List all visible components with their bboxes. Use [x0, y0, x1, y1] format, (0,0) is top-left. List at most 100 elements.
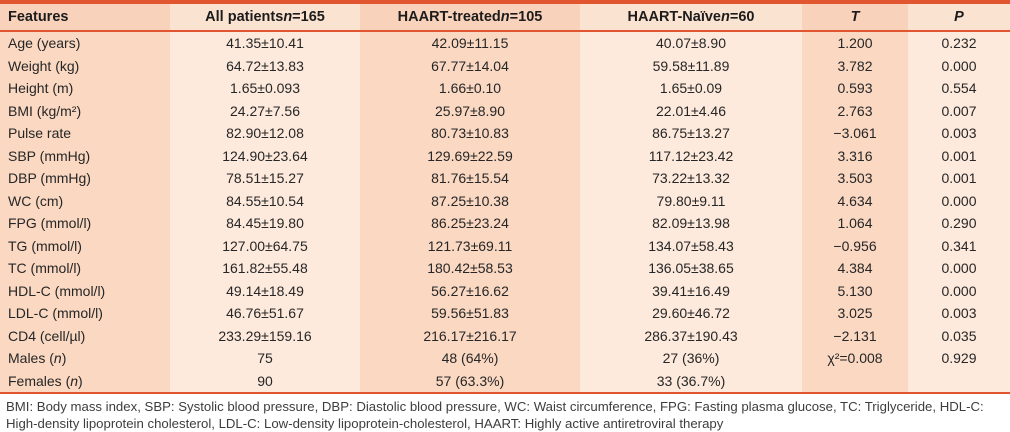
column-header-count: =165 — [292, 9, 325, 25]
cell-all-patients: 90 — [170, 369, 360, 392]
cell-feature: Pulse rate — [0, 122, 170, 145]
cell-all-patients: 46.76±51.67 — [170, 302, 360, 325]
cell-all-patients: 41.35±10.41 — [170, 32, 360, 55]
cell-all-patients: 49.14±18.49 — [170, 279, 360, 302]
table-row: WC (cm) 84.55±10.54 87.25±10.38 79.80±9.11 4… — [0, 189, 1010, 212]
cell-haart-naive: 136.05±38.65 — [580, 257, 802, 280]
cell-all-patients: 64.72±13.83 — [170, 54, 360, 77]
table-row: SBP (mmHg) 124.90±23.64 129.69±22.59 117.12… — [0, 144, 1010, 167]
cell-t-value: −2.131 — [802, 324, 908, 347]
cell-t-value: 1.200 — [802, 32, 908, 55]
column-header-count: =60 — [729, 9, 755, 25]
cell-haart-treated: 86.25±23.24 — [360, 212, 580, 235]
column-header-haart-treated: HAART-treated n =105 — [360, 4, 580, 30]
cell-all-patients: 124.90±23.64 — [170, 144, 360, 167]
cell-feature: TC (mmol/l) — [0, 257, 170, 280]
cell-haart-treated: 81.76±15.54 — [360, 167, 580, 190]
cell-feature: Males (n) — [0, 347, 170, 370]
table-body: Age (years) 41.35±10.41 42.09±11.15 40.07±8… — [0, 32, 1010, 392]
cell-haart-treated: 87.25±10.38 — [360, 189, 580, 212]
cell-t-value — [802, 369, 908, 392]
top-rule — [0, 0, 1010, 4]
table-row: Pulse rate 82.90±12.08 80.73±10.83 86.75±13… — [0, 122, 1010, 145]
cell-t-value: 3.025 — [802, 302, 908, 325]
cell-p-value: 0.232 — [908, 32, 1010, 55]
cell-p-value: 0.554 — [908, 77, 1010, 100]
column-header-t-statistic: T — [802, 4, 908, 30]
cell-feature: LDL-C (mmol/l) — [0, 302, 170, 325]
cell-all-patients: 78.51±15.27 — [170, 167, 360, 190]
table-footnote: BMI: Body mass index, SBP: Systolic bloo… — [6, 399, 984, 431]
cell-all-patients: 1.65±0.093 — [170, 77, 360, 100]
cell-p-value: 0.003 — [908, 302, 1010, 325]
cell-t-value: −3.061 — [802, 122, 908, 145]
cell-feature: Weight (kg) — [0, 54, 170, 77]
cell-haart-treated: 67.77±14.04 — [360, 54, 580, 77]
cell-t-value: −0.956 — [802, 234, 908, 257]
cell-feature: BMI (kg/m²) — [0, 99, 170, 122]
cell-t-value: 5.130 — [802, 279, 908, 302]
table-row: DBP (mmHg) 78.51±15.27 81.76±15.54 73.22±13… — [0, 167, 1010, 190]
cell-haart-treated: 57 (63.3%) — [360, 369, 580, 392]
cell-t-value: 0.593 — [802, 77, 908, 100]
cell-haart-treated: 42.09±11.15 — [360, 32, 580, 55]
cell-t-value: 4.634 — [802, 189, 908, 212]
cell-feature: Females (n) — [0, 369, 170, 392]
column-header-haart-naive: HAART-Naïve n =60 — [580, 4, 802, 30]
bottom-rule — [0, 392, 1010, 394]
cell-all-patients: 161.82±55.48 — [170, 257, 360, 280]
cell-all-patients: 24.27±7.56 — [170, 99, 360, 122]
cell-feature: FPG (mmol/l) — [0, 212, 170, 235]
cell-t-value: 1.064 — [802, 212, 908, 235]
cell-t-value: 2.763 — [802, 99, 908, 122]
column-header-n-italic: n — [721, 9, 730, 25]
cell-feature: HDL-C (mmol/l) — [0, 279, 170, 302]
cell-haart-treated: 25.97±8.90 — [360, 99, 580, 122]
cell-feature: SBP (mmHg) — [0, 144, 170, 167]
cell-t-value: 3.316 — [802, 144, 908, 167]
table-row: Height (m) 1.65±0.093 1.66±0.10 1.65±0.09 0.… — [0, 77, 1010, 100]
cell-haart-naive: 117.12±23.42 — [580, 144, 802, 167]
cell-haart-naive: 40.07±8.90 — [580, 32, 802, 55]
cell-haart-naive: 286.37±190.43 — [580, 324, 802, 347]
cell-p-value: 0.003 — [908, 122, 1010, 145]
table-row: LDL-C (mmol/l) 46.76±51.67 59.56±51.83 29.6… — [0, 302, 1010, 325]
column-header-n-italic: n — [283, 9, 293, 25]
cell-haart-treated: 80.73±10.83 — [360, 122, 580, 145]
column-header-count: =105 — [509, 9, 543, 25]
cell-feature: CD4 (cell/µl) — [0, 324, 170, 347]
cell-all-patients: 75 — [170, 347, 360, 370]
column-header-text: All patients — [205, 9, 284, 25]
cell-haart-treated: 180.42±58.53 — [360, 257, 580, 280]
cell-p-value — [908, 369, 1010, 392]
table-row: HDL-C (mmol/l) 49.14±18.49 56.27±16.62 39.4… — [0, 279, 1010, 302]
cell-haart-naive: 134.07±58.43 — [580, 234, 802, 257]
cell-haart-naive: 79.80±9.11 — [580, 189, 802, 212]
cell-haart-naive: 86.75±13.27 — [580, 122, 802, 145]
cell-haart-naive: 1.65±0.09 — [580, 77, 802, 100]
table-row: Males (n) 75 48 (64%) 27 (36%) χ²=0.008 0.929 — [0, 347, 1010, 370]
table-header-row: Features All patients n =165 HAART-treate… — [0, 4, 1010, 30]
cell-haart-naive: 59.58±11.89 — [580, 54, 802, 77]
cell-haart-naive: 27 (36%) — [580, 347, 802, 370]
cell-p-value: 0.001 — [908, 144, 1010, 167]
table-row: BMI (kg/m²) 24.27±7.56 25.97±8.90 22.01±4.4… — [0, 99, 1010, 122]
cell-feature: Age (years) — [0, 32, 170, 55]
column-header-p-value: P — [908, 4, 1010, 30]
cell-p-value: 0.000 — [908, 189, 1010, 212]
table-row: TC (mmol/l) 161.82±55.48 180.42±58.53 136.0… — [0, 257, 1010, 280]
cell-haart-treated: 56.27±16.62 — [360, 279, 580, 302]
cell-t-value: 3.503 — [802, 167, 908, 190]
cell-p-value: 0.929 — [908, 347, 1010, 370]
cell-p-value: 0.001 — [908, 167, 1010, 190]
column-header-n-italic: n — [500, 9, 510, 25]
cell-t-value: χ²=0.008 — [802, 347, 908, 370]
cell-p-value: 0.000 — [908, 257, 1010, 280]
cell-p-value: 0.007 — [908, 99, 1010, 122]
cell-p-value: 0.000 — [908, 54, 1010, 77]
column-header-features: Features — [0, 4, 170, 30]
cell-p-value: 0.290 — [908, 212, 1010, 235]
header-rule — [0, 30, 1010, 32]
cell-all-patients: 233.29±159.16 — [170, 324, 360, 347]
